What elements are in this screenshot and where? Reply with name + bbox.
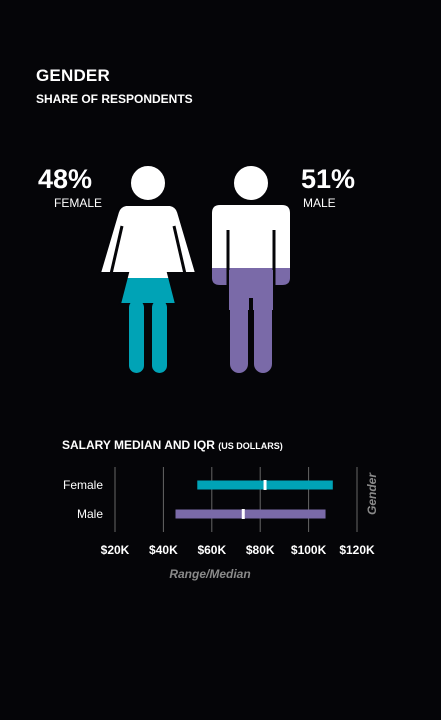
chart-title: SALARY MEDIAN AND IQR (US DOLLARS) bbox=[62, 438, 283, 452]
female-label: FEMALE bbox=[54, 196, 103, 210]
x-tick-label: $40K bbox=[149, 543, 178, 557]
category-label: Female bbox=[63, 478, 103, 492]
x-axis-title: Range/Median bbox=[169, 567, 250, 581]
page-subtitle: SHARE OF RESPONDENTS bbox=[36, 92, 193, 106]
page-title: GENDER bbox=[36, 66, 110, 85]
x-tick-label: $60K bbox=[197, 543, 226, 557]
category-label: Male bbox=[77, 507, 103, 521]
female-figure-icon bbox=[98, 164, 198, 373]
chart-title-unit: (US DOLLARS) bbox=[218, 441, 283, 451]
x-tick-label: $100K bbox=[291, 543, 327, 557]
chart-category-labels: Female Male bbox=[63, 478, 103, 521]
x-tick-label: $20K bbox=[101, 543, 130, 557]
male-percent: 51% bbox=[301, 164, 356, 194]
chart-title-text: SALARY MEDIAN AND IQR bbox=[62, 438, 215, 452]
x-tick-label: $120K bbox=[339, 543, 375, 557]
x-tick-label: $80K bbox=[246, 543, 275, 557]
gender-figures bbox=[98, 164, 290, 373]
chart-bars bbox=[175, 480, 333, 519]
chart-tick-labels: $20K $40K $60K $80K $100K $120K bbox=[101, 543, 375, 557]
median-marker-female bbox=[263, 480, 267, 490]
chart-grid bbox=[114, 467, 358, 532]
median-marker-male bbox=[241, 509, 245, 519]
male-figure-icon bbox=[212, 164, 290, 373]
male-label: MALE bbox=[303, 196, 336, 210]
range-bar-male bbox=[175, 509, 326, 519]
female-percent: 48% bbox=[38, 164, 93, 194]
female-share-fill bbox=[118, 278, 178, 305]
y-axis-title: Gender bbox=[365, 472, 379, 515]
